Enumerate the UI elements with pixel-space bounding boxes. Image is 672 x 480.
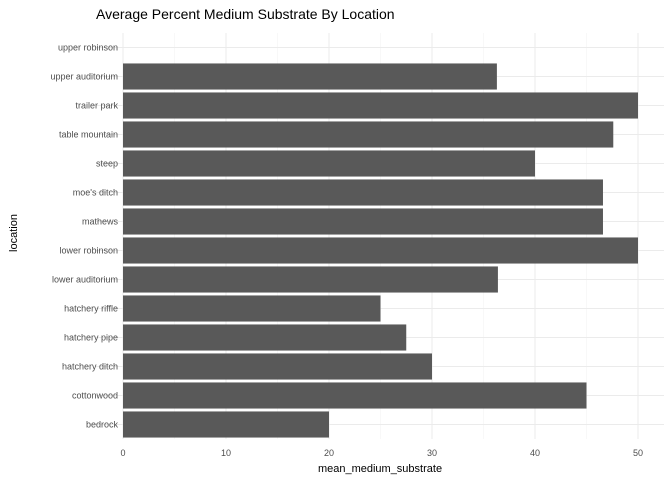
bar (123, 237, 638, 264)
bar (123, 121, 614, 148)
x-axis-title: mean_medium_substrate (318, 463, 442, 475)
bar (123, 353, 432, 380)
x-tick-label: 30 (427, 448, 437, 458)
bar (123, 92, 638, 119)
x-axis-tick-labels: 0 10 20 30 40 50 (120, 448, 643, 458)
y-axis-title: location (8, 214, 20, 252)
x-tick-label: 40 (530, 448, 540, 458)
bar (123, 266, 498, 293)
y-tick-label: mathews (82, 217, 119, 227)
bar (123, 179, 603, 206)
x-tick-label: 10 (221, 448, 231, 458)
y-tick-label: lower robinson (59, 246, 118, 256)
bar (123, 382, 587, 409)
y-tick-label: upper robinson (58, 43, 118, 53)
y-tick-label: trailer park (75, 101, 118, 111)
x-tick-label: 0 (120, 448, 125, 458)
y-tick-label: cottonwood (72, 391, 118, 401)
y-tick-label: upper auditorium (50, 72, 118, 82)
y-tick-label: hatchery pipe (64, 333, 118, 343)
y-tick-label: hatchery riffle (64, 304, 118, 314)
y-tick-label: moe's ditch (73, 188, 118, 198)
bar (123, 208, 603, 235)
y-tick-label: lower auditorium (52, 275, 118, 285)
x-tick-label: 20 (324, 448, 334, 458)
x-tick-label: 50 (633, 448, 643, 458)
y-tick-label: hatchery ditch (62, 362, 118, 372)
bar (123, 411, 329, 438)
y-tick-label: steep (96, 159, 118, 169)
bars (123, 63, 638, 438)
y-tick-label: bedrock (86, 420, 119, 430)
bar (123, 324, 407, 351)
bar (123, 63, 497, 90)
y-axis-tick-labels: bedrock cottonwood hatchery ditch hatchery … (50, 43, 118, 430)
bar (123, 295, 381, 322)
y-tick-label: table mountain (59, 130, 118, 140)
chart-title: Average Percent Medium Substrate By Loca… (96, 6, 395, 22)
bar (123, 150, 535, 177)
